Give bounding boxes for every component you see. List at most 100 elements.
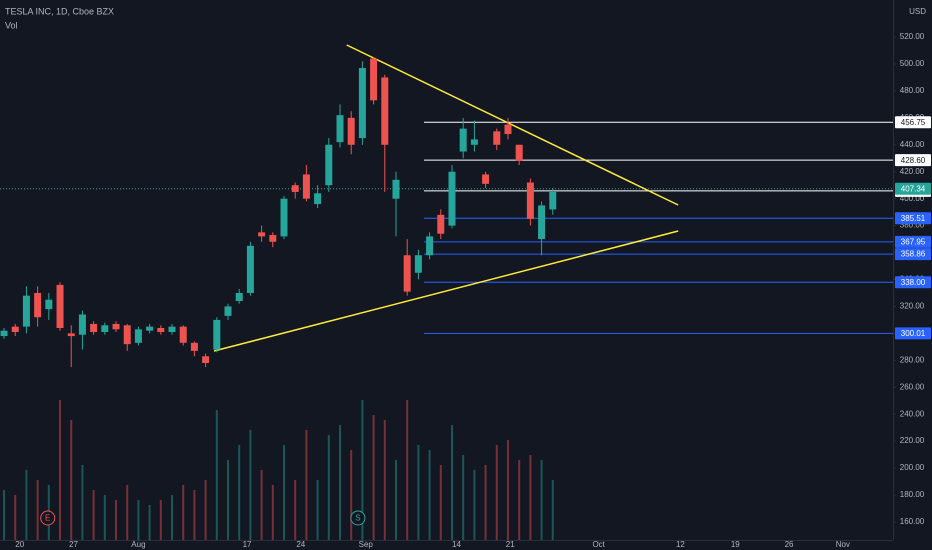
candle-body <box>549 191 557 210</box>
candle-body <box>448 171 456 226</box>
candle-body <box>34 292 42 318</box>
volume-bar <box>3 490 6 540</box>
volume-bar <box>428 450 431 540</box>
candle-body <box>123 325 131 345</box>
candle-body <box>538 205 546 240</box>
candle-body <box>325 144 333 186</box>
level-label-bg <box>895 212 931 225</box>
candle-body <box>101 325 109 333</box>
level-label: 367.95 <box>901 237 926 246</box>
volume-bar <box>450 425 453 540</box>
volume-bar <box>137 500 140 540</box>
candle-body <box>414 255 422 273</box>
candle-body <box>493 131 501 145</box>
x-tick-label: 12 <box>676 540 685 549</box>
candle-body <box>291 185 299 192</box>
trendline <box>346 44 679 206</box>
candle-body <box>482 174 490 184</box>
candle-body <box>470 139 478 145</box>
volume-bar <box>294 480 297 540</box>
x-tick-label: 19 <box>731 540 740 549</box>
volume-bar <box>249 430 252 540</box>
candle-body <box>280 198 288 237</box>
level-label-bg <box>895 116 931 129</box>
candle-body <box>157 327 165 333</box>
candle-body <box>67 333 75 337</box>
y-tick-label: 260.00 <box>900 382 925 391</box>
x-tick-label: 14 <box>452 540 461 549</box>
y-tick-label: 280.00 <box>900 355 925 364</box>
volume-bar <box>506 440 509 540</box>
level-label: 428.60 <box>901 156 926 165</box>
last-price-bg <box>895 182 931 195</box>
candle-body <box>336 115 344 143</box>
candle-body <box>358 68 366 139</box>
candle-body <box>0 330 8 337</box>
volume-bar <box>394 460 397 540</box>
level-label: 358.86 <box>901 250 926 259</box>
volume-bar <box>182 485 185 540</box>
candle-body <box>246 245 254 293</box>
volume-bar <box>473 470 476 540</box>
volume-bar <box>193 490 196 540</box>
event-label: E <box>45 514 50 523</box>
level-label-bg <box>895 235 931 248</box>
candle-body <box>515 144 523 161</box>
candle-body <box>504 124 512 135</box>
volume-bar <box>59 400 62 540</box>
x-tick-label: 17 <box>243 540 252 549</box>
volume-bar <box>383 420 386 540</box>
level-label: 456.75 <box>901 118 926 127</box>
y-tick-label: 520.00 <box>900 32 925 41</box>
y-tick-label: 180.00 <box>900 490 925 499</box>
volume-bar <box>227 460 230 540</box>
volume-bar <box>70 420 73 540</box>
last-price-label: 407.34 <box>901 184 926 193</box>
volume-bar <box>484 465 487 540</box>
volume-bar <box>115 500 118 540</box>
volume-bar <box>159 500 162 540</box>
volume-bar <box>518 460 521 540</box>
volume-bar <box>81 465 84 540</box>
level-label-bg <box>895 248 931 261</box>
candle-body <box>526 182 534 219</box>
candle-body <box>437 214 445 234</box>
candle-body <box>134 329 142 343</box>
candle-body <box>11 326 19 333</box>
y-tick-label: 420.00 <box>900 167 925 176</box>
volume-bar <box>361 400 364 540</box>
volume-bar <box>495 445 498 540</box>
candle-body <box>235 292 243 302</box>
volume-bar <box>36 480 39 540</box>
event-marker <box>350 510 366 526</box>
candle-body <box>22 295 30 327</box>
y-tick-label: 480.00 <box>900 86 925 95</box>
y-tick-label: 500.00 <box>900 59 925 68</box>
level-label-bg <box>895 154 931 167</box>
candle-body <box>56 284 64 328</box>
level-label: 385.51 <box>901 214 926 223</box>
candle-body <box>168 326 176 333</box>
volume-label: Vol <box>5 20 18 30</box>
candle-body <box>213 319 221 350</box>
candle-body <box>302 174 310 199</box>
y-tick-label: 200.00 <box>900 463 925 472</box>
volume-bar <box>350 450 353 540</box>
candle-body <box>258 232 266 237</box>
volume-bar <box>148 505 151 540</box>
volume-bar <box>171 495 174 540</box>
y-tick-label: 240.00 <box>900 409 925 418</box>
x-tick-label: 20 <box>15 540 24 549</box>
volume-bar <box>338 425 341 540</box>
volume-bar <box>260 470 263 540</box>
candle-body <box>78 314 86 335</box>
volume-bar <box>417 445 420 540</box>
y-tick-label: 220.00 <box>900 436 925 445</box>
volume-bar <box>126 485 129 540</box>
candle-body <box>202 356 210 364</box>
candle-body <box>347 117 355 145</box>
volume-bar <box>215 410 218 540</box>
candle-body <box>179 326 187 343</box>
